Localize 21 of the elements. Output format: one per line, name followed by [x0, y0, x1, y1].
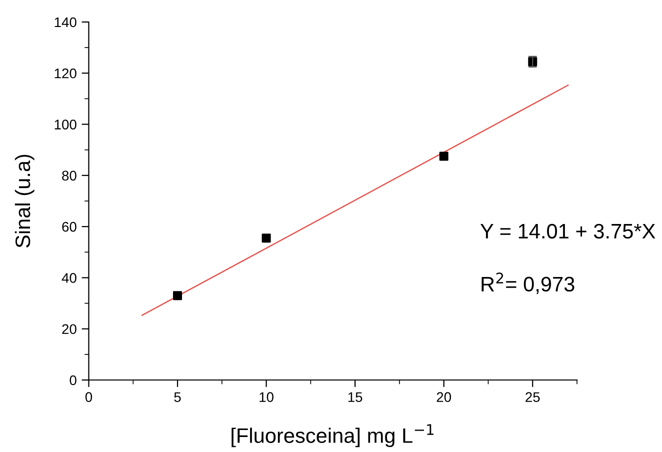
- annotation: R$^{2}$= 0,973: [482, 272, 574, 294]
- x-tick-label: 5: [174, 392, 181, 402]
- x-tick-label: 20: [436, 392, 452, 402]
- y-tick-label: 60: [62, 222, 76, 232]
- y-tick-label: 100: [54, 120, 76, 130]
- point: [439, 152, 448, 161]
- x-tick-label: 10: [260, 392, 274, 402]
- annotation: Y = 14.01 + 3.75*X: [480, 224, 656, 239]
- y-tick-label: 80: [62, 170, 76, 181]
- point: [262, 234, 271, 243]
- y-tick-label: 40: [62, 273, 76, 283]
- y-tick-label: 120: [54, 68, 76, 78]
- x-tick-label: 0: [85, 392, 92, 402]
- x-tick-label: 25: [526, 392, 540, 402]
- y-tick-label: 140: [54, 17, 76, 28]
- point: [173, 291, 182, 300]
- x-tick-label: 15: [348, 392, 362, 402]
- x-axis-title: [Fluoresceina] mg L$^{−1}$: [232, 424, 434, 448]
- y-tick-label: 0: [70, 375, 76, 386]
- y-axis-title: Sinal (u.a): [14, 154, 34, 248]
- y-tick-label: 20: [62, 324, 76, 334]
